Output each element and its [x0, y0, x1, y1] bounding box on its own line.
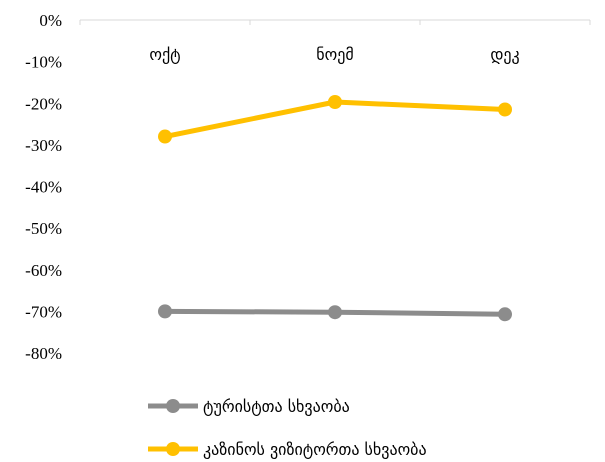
legend-label: ტურისტთა სხვაობა — [203, 397, 350, 416]
legend-item: კაზინოს ვიზიტორთა სხვაობა — [148, 440, 427, 459]
data-point — [158, 129, 172, 144]
series-1 — [158, 304, 512, 322]
y-tick-label: -80% — [25, 344, 62, 363]
legend-label: კაზინოს ვიზიტორთა სხვაობა — [203, 440, 427, 459]
series-layer — [158, 95, 512, 322]
y-axis: 0% -10% -20% -30% -40% -50% -60% -70% -80% — [25, 11, 62, 363]
x-axis: ოქტ ნოემ დეკ — [79, 19, 591, 64]
data-point — [328, 305, 342, 320]
legend-item: ტურისტთა სხვაობა — [148, 397, 350, 416]
legend-marker — [166, 442, 180, 456]
y-tick-label: 0% — [39, 11, 62, 30]
y-tick-label: -70% — [25, 302, 62, 321]
x-category-label: ნოემ — [316, 45, 353, 64]
series-2 — [158, 95, 512, 144]
x-category-label: დეკ — [490, 45, 519, 64]
data-point — [328, 95, 342, 110]
legend: ტურისტთა სხვაობა კაზინოს ვიზიტორთა სხვაობ… — [148, 397, 427, 459]
y-tick-label: -40% — [25, 178, 62, 197]
data-point — [498, 307, 512, 322]
y-tick-label: -20% — [25, 94, 62, 113]
y-tick-label: -10% — [25, 53, 62, 72]
x-category-label: ოქტ — [149, 45, 180, 64]
data-point — [158, 304, 172, 319]
data-point — [498, 102, 512, 117]
y-tick-label: -60% — [25, 261, 62, 280]
legend-marker — [166, 399, 180, 413]
y-tick-label: -50% — [25, 219, 62, 238]
y-tick-label: -30% — [25, 136, 62, 155]
